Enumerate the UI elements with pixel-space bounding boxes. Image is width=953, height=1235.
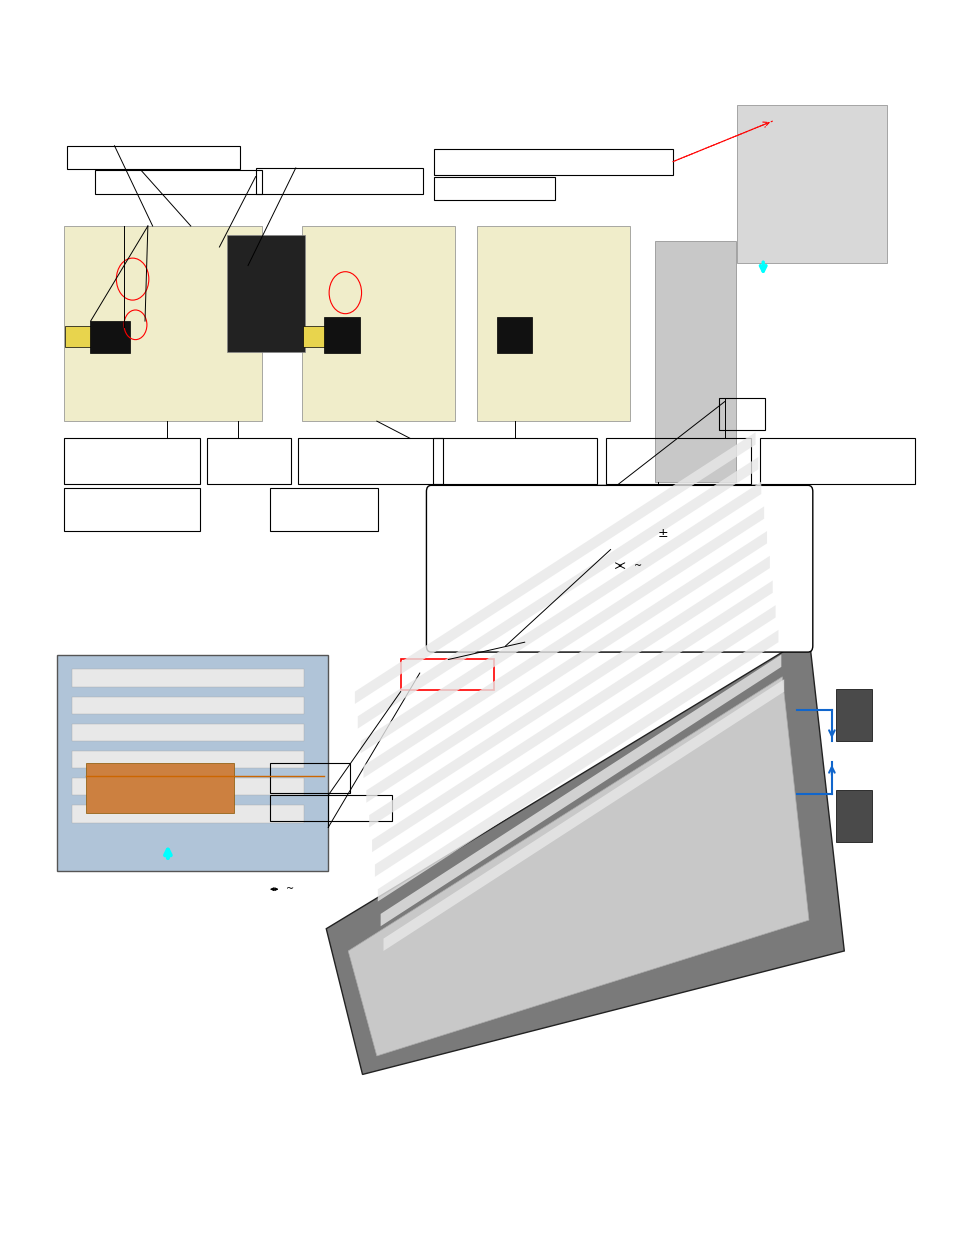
Polygon shape — [369, 556, 769, 827]
Bar — [90, 321, 130, 353]
Bar — [64, 488, 200, 531]
Bar — [835, 689, 871, 741]
Bar — [86, 763, 233, 813]
Polygon shape — [348, 677, 808, 1056]
Bar — [71, 669, 304, 687]
Bar — [71, 778, 304, 795]
Bar — [605, 438, 750, 484]
Polygon shape — [372, 580, 772, 852]
Polygon shape — [326, 636, 843, 1074]
Polygon shape — [375, 605, 775, 877]
Bar — [71, 697, 304, 714]
Text: ~: ~ — [634, 561, 642, 571]
Bar — [434, 177, 555, 200]
Bar — [303, 326, 335, 347]
Bar — [71, 751, 304, 768]
Bar — [227, 235, 305, 352]
Polygon shape — [366, 531, 766, 803]
Bar — [400, 659, 494, 690]
FancyBboxPatch shape — [426, 485, 812, 652]
Polygon shape — [360, 482, 760, 753]
Polygon shape — [357, 457, 758, 729]
Text: ~: ~ — [286, 884, 294, 894]
Bar — [270, 795, 392, 821]
Bar — [655, 241, 736, 482]
Bar — [64, 438, 200, 484]
Bar — [482, 504, 586, 538]
Polygon shape — [363, 506, 763, 778]
Bar — [719, 398, 764, 430]
Polygon shape — [355, 432, 755, 704]
Bar — [71, 805, 304, 823]
Bar — [207, 438, 291, 484]
Bar — [497, 317, 532, 353]
Bar — [297, 438, 442, 484]
Bar — [67, 146, 240, 169]
Text: ±: ± — [657, 527, 668, 540]
Bar — [57, 655, 328, 871]
Bar — [433, 438, 597, 484]
Bar — [324, 317, 359, 353]
Bar — [270, 488, 377, 531]
Polygon shape — [380, 655, 781, 926]
Bar — [64, 226, 262, 421]
Bar — [737, 105, 886, 263]
Bar — [302, 226, 455, 421]
Bar — [476, 226, 629, 421]
Bar — [95, 170, 262, 194]
Bar — [434, 504, 653, 646]
Bar — [434, 149, 672, 175]
Bar — [65, 326, 96, 347]
Polygon shape — [377, 630, 778, 902]
Bar — [760, 438, 914, 484]
Bar — [270, 763, 350, 793]
Polygon shape — [383, 679, 783, 951]
Bar — [835, 790, 871, 842]
Bar — [255, 168, 422, 194]
Bar — [71, 724, 304, 741]
